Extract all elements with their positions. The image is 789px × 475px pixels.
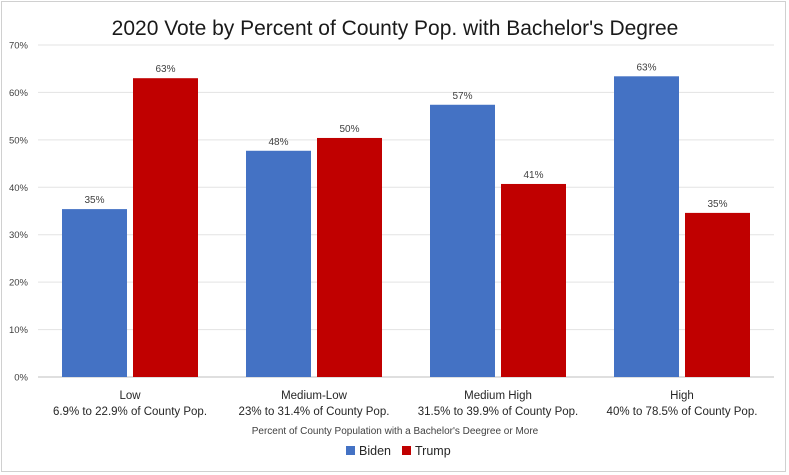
y-tick-label: 60% — [9, 88, 29, 99]
data-label: 48% — [268, 137, 288, 148]
y-tick-label: 70% — [9, 41, 29, 52]
y-tick-label: 20% — [9, 278, 29, 289]
legend-swatch — [346, 446, 355, 455]
bars: 35% 63% 48% 50% 57% 41% 63% 35% — [62, 62, 750, 377]
legend-label: Trump — [415, 444, 451, 458]
bar-trump — [501, 183, 566, 377]
x-axis: Low 6.9% to 22.9% of County Pop. Medium-Lo… — [53, 390, 757, 418]
y-tick-label: 50% — [9, 135, 29, 146]
bar-trump — [317, 137, 382, 377]
data-label: 63% — [636, 62, 656, 73]
x-tick-label: Low — [119, 390, 141, 402]
bar-biden — [430, 104, 495, 377]
legend-swatch — [402, 446, 411, 455]
y-tick-label: 30% — [9, 230, 29, 241]
bar-trump — [685, 212, 750, 377]
x-tick-sublabel: 31.5% to 39.9% of County Pop. — [418, 406, 578, 418]
x-tick-sublabel: 40% to 78.5% of County Pop. — [607, 406, 758, 418]
x-tick-sublabel: 6.9% to 22.9% of County Pop. — [53, 406, 207, 418]
y-tick-label: 0% — [14, 373, 28, 384]
bar-biden — [246, 150, 311, 377]
x-tick-sublabel: 23% to 31.4% of County Pop. — [239, 406, 390, 418]
bar-biden — [614, 76, 679, 377]
bar-trump — [133, 78, 198, 377]
data-label: 63% — [155, 64, 175, 75]
y-tick-label: 40% — [9, 183, 29, 194]
x-tick-label: High — [670, 390, 694, 402]
x-tick-label: Medium-Low — [281, 390, 348, 402]
data-label: 41% — [523, 170, 543, 181]
data-label: 35% — [84, 195, 104, 206]
legend-label: Biden — [359, 444, 391, 458]
x-axis-label: Percent of County Population with a Bach… — [252, 426, 539, 437]
legend: Biden Trump — [346, 444, 451, 458]
y-axis: 0% 10% 20% 30% 40% 50% 60% 70% — [9, 41, 29, 384]
data-label: 50% — [339, 124, 359, 135]
bar-biden — [62, 209, 127, 377]
chart-title: 2020 Vote by Percent of County Pop. with… — [112, 17, 679, 40]
y-tick-label: 10% — [9, 325, 29, 336]
data-label: 35% — [707, 199, 727, 210]
x-tick-label: Medium High — [464, 390, 532, 402]
data-label: 57% — [452, 91, 472, 102]
